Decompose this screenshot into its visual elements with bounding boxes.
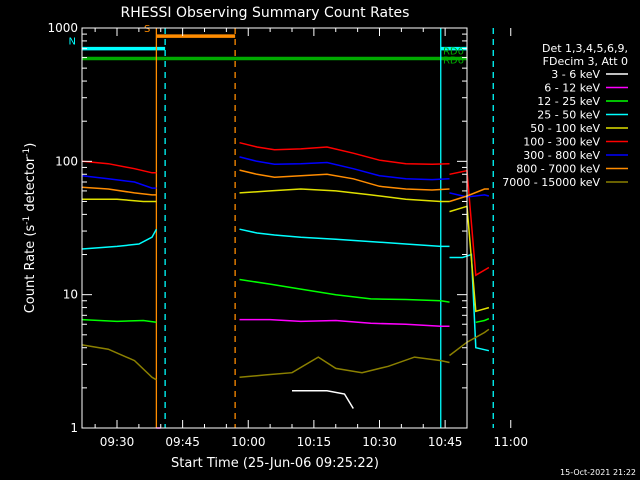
y-tick-label: 10 [63, 288, 78, 302]
y-label-sup2: -1 [22, 148, 32, 157]
series-line-800-7000-kev [239, 169, 450, 191]
flag-label-rd0: RD0 [443, 47, 464, 58]
y-axis-label: Count Rate (s-1 detector-1) [22, 143, 38, 314]
series-line-800-7000-kev [449, 188, 489, 203]
series-line-800-7000-kev [81, 186, 157, 196]
legend-label-25-50-kev: 25 - 50 keV [537, 109, 600, 122]
x-tick-label: 09:30 [100, 435, 135, 449]
legend-label-6-12-kev: 6 - 12 keV [544, 82, 600, 95]
flag-label-s: S [144, 24, 150, 35]
y-label-sup1: -1 [22, 216, 32, 225]
series-layer [81, 141, 490, 429]
y-label-mid: detector [23, 156, 38, 216]
y-axis: 1 10 100 1000 [47, 21, 467, 435]
legend-label-12-25-kev: 12 - 25 keV [537, 95, 600, 108]
timestamp: 15-Oct-2021 21:22 [560, 468, 636, 477]
legend-label-3-6-kev: 3 - 6 keV [551, 68, 600, 81]
series-line-300-800-kev [81, 174, 157, 189]
legend-label-300-800-kev: 300 - 800 keV [523, 149, 600, 162]
x-tick-label: 10:30 [362, 435, 397, 449]
legend: Det 1,3,4,5,6,9, FDecim 3, Att 0 3 - 6 k… [502, 42, 628, 189]
y-tick-label: 1000 [47, 21, 78, 35]
x-tick-label: 10:15 [297, 435, 332, 449]
series-line-100-300-kev [81, 160, 157, 174]
x-tick-label: 09:45 [165, 435, 200, 449]
x-tick-label: 10:45 [428, 435, 463, 449]
series-line-100-300-kev [449, 169, 490, 277]
series-line-3-6-kev [292, 390, 354, 409]
x-axis-label: Start Time (25-Jun-06 09:25:22) [171, 456, 379, 471]
series-line-7000-15000-kev [449, 328, 490, 357]
y-label-end: ) [23, 143, 38, 148]
series-line-50-100-kev [239, 188, 450, 203]
y-tick-label: 100 [55, 154, 78, 168]
y-label-main: Count Rate (s [23, 225, 38, 314]
series-line-25-50-kev [239, 228, 450, 248]
series-line-12-25-kev [81, 318, 157, 324]
legend-header-line1: Det 1,3,4,5,6,9, [542, 42, 628, 55]
legend-label-7000-15000-kev: 7000 - 15000 keV [502, 176, 600, 189]
x-tick-label: 11:00 [493, 435, 528, 449]
series-line-12-25-kev [239, 278, 450, 303]
legend-label-50-100-kev: 50 - 100 keV [530, 122, 600, 135]
series-line-25-50-kev [81, 228, 158, 250]
series-line-50-100-kev [82, 198, 157, 203]
legend-label-800-7000-kev: 800 - 7000 keV [516, 163, 600, 176]
series-line-7000-15000-kev [81, 344, 157, 381]
x-tick-label: 10:00 [231, 435, 266, 449]
plot-frame [81, 27, 468, 429]
series-line-300-800-kev [239, 156, 450, 181]
y-tick-label: 1 [70, 421, 78, 435]
series-line-7000-15000-kev [239, 356, 450, 379]
series-line-6-12-kev [239, 318, 450, 327]
legend-label-100-300-kev: 100 - 300 keV [523, 136, 600, 149]
series-line-100-300-kev [239, 141, 450, 166]
flag-label-n: N [69, 37, 76, 48]
x-axis: 09:30 09:45 10:00 10:15 10:30 10:45 11:00 [94, 28, 528, 449]
chart-title: RHESSI Observing Summary Count Rates [121, 5, 410, 21]
series-line-12-25-kev [475, 318, 490, 324]
series-line-50-100-kev [449, 205, 490, 313]
legend-header-line2: FDecim 3, Att 0 [543, 55, 628, 68]
flag-label-rd6: RD6 [443, 56, 464, 67]
series-line-300-800-kev [449, 192, 490, 198]
